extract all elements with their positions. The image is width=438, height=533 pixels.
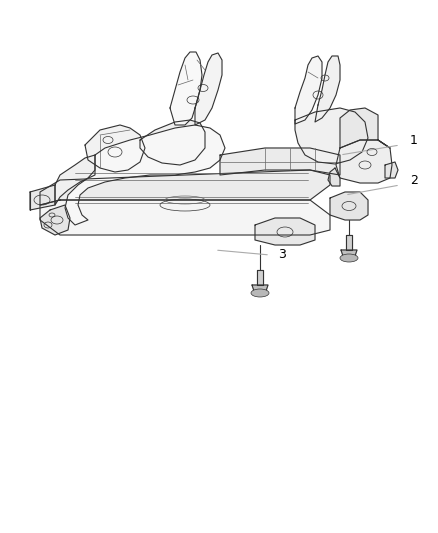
Text: 1: 1 — [410, 134, 418, 148]
Polygon shape — [315, 56, 340, 122]
Text: 3: 3 — [278, 248, 286, 262]
Polygon shape — [340, 108, 390, 148]
Polygon shape — [85, 125, 145, 172]
Polygon shape — [40, 200, 330, 235]
Polygon shape — [170, 52, 202, 125]
Polygon shape — [140, 120, 205, 165]
Polygon shape — [295, 108, 368, 164]
Polygon shape — [252, 285, 268, 291]
Polygon shape — [295, 56, 322, 124]
Polygon shape — [336, 140, 392, 183]
Ellipse shape — [340, 254, 358, 262]
Polygon shape — [346, 235, 352, 250]
Polygon shape — [65, 125, 225, 225]
Polygon shape — [341, 250, 357, 256]
Polygon shape — [257, 270, 263, 285]
Polygon shape — [255, 218, 315, 245]
Ellipse shape — [251, 289, 269, 297]
Polygon shape — [30, 185, 55, 210]
Polygon shape — [55, 155, 95, 205]
Polygon shape — [40, 205, 70, 235]
Polygon shape — [220, 148, 340, 175]
Polygon shape — [330, 192, 368, 220]
Polygon shape — [328, 168, 340, 186]
Polygon shape — [40, 170, 330, 205]
Polygon shape — [195, 53, 222, 125]
Text: 2: 2 — [410, 174, 418, 188]
Polygon shape — [385, 162, 398, 178]
